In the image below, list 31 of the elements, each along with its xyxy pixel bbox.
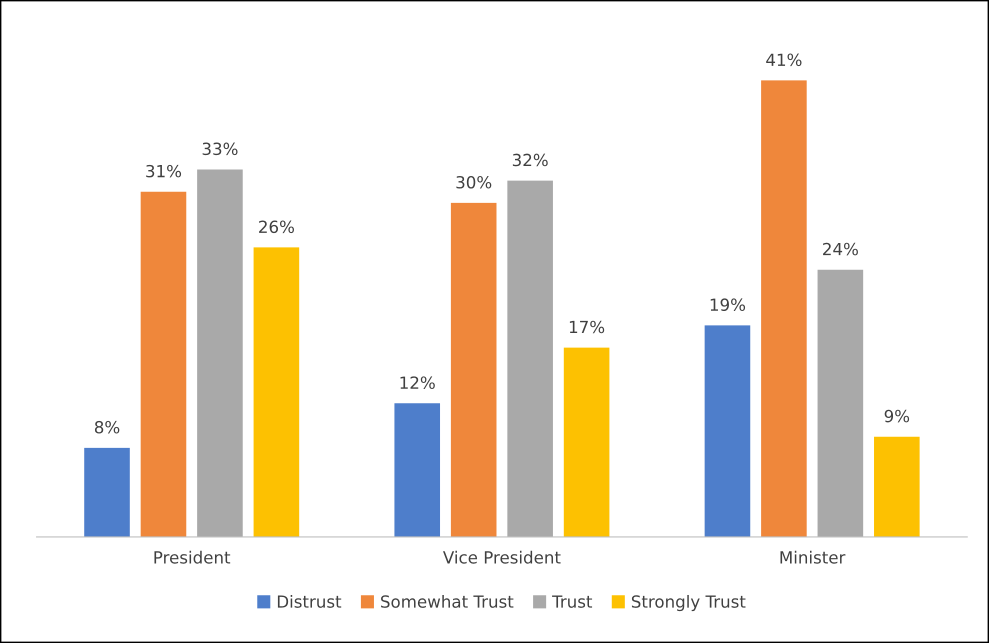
x-tick-label: Vice President — [442, 550, 561, 564]
legend-label: Distrust — [278, 594, 342, 608]
bar — [197, 170, 243, 537]
bar — [564, 348, 610, 537]
data-label: 24% — [823, 242, 858, 256]
data-label: 31% — [146, 164, 182, 178]
bar — [874, 436, 920, 537]
data-label: 32% — [512, 154, 548, 166]
bar — [704, 325, 750, 537]
bar — [507, 180, 553, 537]
bar — [818, 270, 864, 537]
data-label: 26% — [259, 220, 294, 234]
legend-label: Strongly Trust — [632, 594, 746, 612]
bar — [761, 80, 807, 537]
legend-label: Trust — [552, 595, 592, 608]
data-label: 12% — [400, 376, 435, 389]
data-label: 9% — [884, 410, 910, 422]
bar — [140, 192, 186, 537]
data-label: 19% — [710, 298, 746, 312]
x-tick-label: President — [154, 550, 230, 564]
bar — [254, 247, 300, 537]
x-tick-label: Minister — [780, 550, 846, 564]
legend-label: Somewhat Trust — [381, 594, 514, 608]
data-label: 33% — [202, 142, 238, 156]
bar — [450, 202, 496, 537]
data-label: 41% — [766, 53, 802, 66]
bar — [84, 448, 130, 537]
bar — [394, 403, 440, 537]
data-label: 8% — [94, 420, 120, 434]
data-label: 30% — [456, 176, 492, 189]
data-label: 17% — [570, 320, 604, 334]
